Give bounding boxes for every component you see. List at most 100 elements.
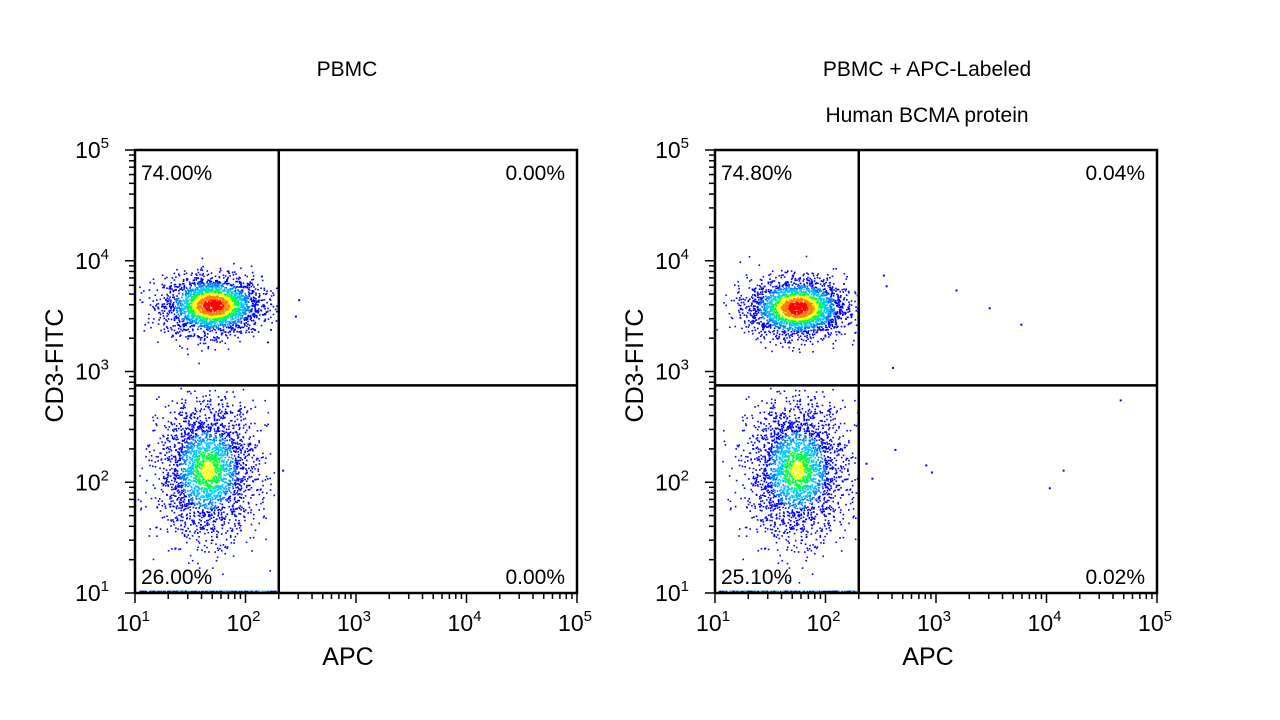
event-dot [263, 508, 265, 510]
event-dot [219, 328, 222, 330]
event-dot [234, 300, 236, 302]
event-dot [180, 307, 182, 310]
event-dot [214, 454, 217, 456]
event-dot [200, 279, 202, 281]
event-dot [204, 524, 206, 527]
event-dot [187, 474, 189, 477]
event-dot [191, 431, 193, 434]
event-dot [195, 294, 198, 296]
event-dot [232, 508, 235, 511]
event-dot [211, 539, 213, 542]
event-dot [178, 482, 180, 485]
event-dot [169, 291, 172, 294]
event-dot [218, 498, 221, 501]
event-dot [250, 292, 253, 295]
event-dot [211, 475, 213, 478]
event-dot [240, 487, 243, 489]
event-dot [238, 276, 240, 279]
event-dot [209, 500, 211, 503]
event-dot [223, 470, 226, 472]
event-dot [264, 424, 266, 426]
event-dot [172, 294, 174, 296]
event-dot [197, 447, 199, 450]
event-dot [246, 287, 249, 289]
event-dot [199, 453, 202, 456]
event-dot [215, 432, 218, 434]
event-dot [207, 288, 210, 290]
event-dot [212, 313, 214, 315]
event-dot [251, 331, 253, 333]
event-dot [212, 487, 214, 489]
event-dot [178, 274, 181, 277]
event-dot [226, 278, 229, 280]
event-dot [245, 316, 247, 319]
event-dot [181, 320, 184, 323]
event-dot [234, 473, 237, 475]
event-dot [207, 502, 210, 505]
event-dot [198, 507, 200, 509]
event-dot [252, 305, 254, 307]
event-dot [211, 424, 214, 427]
event-dot [233, 542, 235, 544]
event-dot [197, 442, 199, 445]
event-dot [203, 331, 206, 334]
event-dot [231, 424, 234, 427]
event-dot [218, 517, 221, 519]
event-dot [206, 440, 208, 442]
event-dot [187, 310, 189, 313]
event-dot [187, 422, 190, 425]
event-dot [188, 330, 191, 333]
event-dot [230, 476, 232, 479]
event-dot [218, 308, 220, 310]
event-dot [206, 403, 209, 406]
event-dot [215, 437, 217, 439]
event-dot [239, 286, 242, 288]
event-dot [171, 488, 173, 491]
event-dot [247, 484, 250, 487]
event-dot [161, 283, 164, 286]
event-dot [194, 289, 197, 292]
event-dot [252, 303, 255, 305]
event-dot [187, 534, 189, 536]
event-dot [210, 451, 213, 454]
event-dot [196, 446, 199, 448]
event-dot [173, 309, 175, 311]
event-dot [240, 286, 243, 288]
event-dot [247, 501, 250, 504]
event-dot [156, 398, 158, 400]
event-dot [206, 288, 208, 290]
event-dot [215, 465, 217, 468]
event-dot [206, 291, 209, 293]
event-dot [201, 291, 203, 294]
event-dot [161, 500, 163, 502]
event-dot [221, 527, 224, 530]
event-dot [205, 479, 207, 482]
event-dot [180, 288, 183, 290]
event-dot [202, 479, 204, 481]
event-dot [184, 474, 187, 477]
event-dot [233, 539, 235, 541]
event-dot [198, 493, 200, 496]
event-dot [258, 509, 260, 511]
event-dot [167, 420, 170, 423]
event-dot [246, 303, 248, 306]
event-dot [186, 348, 189, 350]
event-dot [248, 315, 250, 318]
event-dot [186, 458, 189, 461]
event-dot [218, 410, 220, 412]
event-dot [180, 507, 182, 509]
event-dot [264, 305, 266, 308]
event-dot [227, 484, 230, 487]
event-dot [195, 273, 197, 275]
event-dot [199, 315, 201, 318]
event-dot [195, 279, 198, 281]
event-dot [210, 290, 213, 292]
event-dot [223, 324, 225, 326]
event-dot [175, 297, 178, 300]
event-dot [229, 472, 232, 474]
event-dot [226, 467, 228, 470]
event-dot [200, 467, 202, 470]
event-dot [196, 445, 199, 447]
event-dot [199, 415, 201, 418]
event-dot [220, 468, 223, 471]
